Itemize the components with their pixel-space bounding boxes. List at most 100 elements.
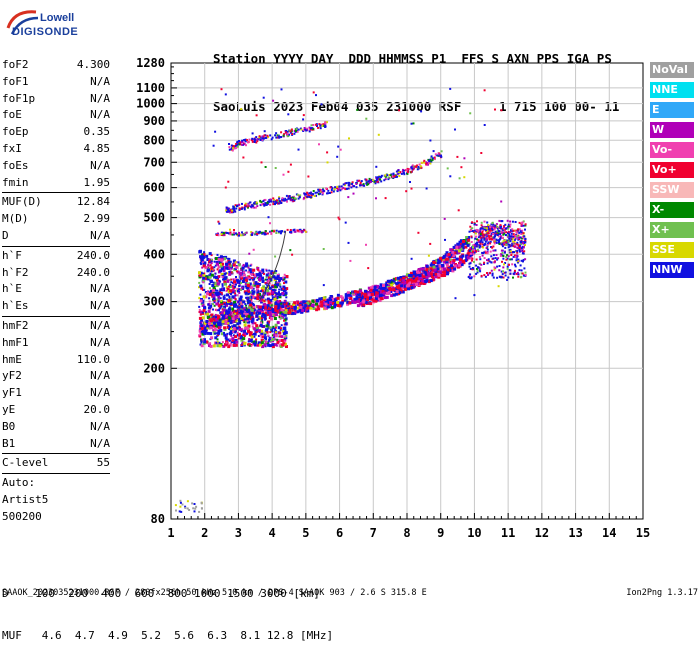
spread-point [220,263,222,266]
trace-point [401,170,404,173]
noise-point [410,122,413,125]
trace-point [399,286,403,290]
spread-point [223,257,227,261]
spread-point [210,259,213,262]
trace-point [232,310,236,313]
cluster-point [471,267,474,269]
spread-point [238,282,241,285]
noise-point [500,200,503,203]
trace-point [375,287,379,291]
noise-point [410,257,413,260]
spread-point [248,338,251,340]
trace-point [398,175,401,177]
spread-point [234,294,237,297]
trace-point [229,211,231,214]
trace-point [521,248,524,250]
trace-point [421,267,425,271]
trace-point [378,175,381,178]
spread-point [207,310,211,314]
param-row: yE 20.0 [2,402,110,419]
param-name: 500200 [2,509,42,523]
trace-point [385,292,389,295]
param-row: yF2 N/A [2,368,110,385]
noise-point [454,297,457,300]
trace-point [280,202,283,204]
trace-point [414,279,418,283]
spread-point [203,288,206,291]
spread-point [247,276,251,279]
noise-point [365,117,368,120]
spread-point [264,345,267,348]
trace-point [486,230,489,233]
trace-point [425,276,429,280]
trace-point [346,187,348,190]
spread-point [234,285,237,288]
cluster-point [481,233,484,236]
spread-point [244,309,247,311]
cluster-point [490,226,493,229]
cluster-point [483,243,486,246]
trace-point [232,207,235,210]
cluster-point [521,222,523,225]
spread-point [249,264,252,267]
trace-point [389,174,392,177]
trace-point [289,229,292,231]
spread-point [213,301,216,304]
legend-item: X- [650,202,694,218]
trace-point [415,282,418,286]
cluster-point [512,251,514,254]
spread-point [204,275,207,278]
cluster-point [497,230,500,232]
trace-point [290,311,294,315]
spread-point [268,326,272,330]
trace-point [251,139,253,142]
param-row: hmF1 N/A [2,335,110,352]
spread-point [252,279,255,282]
low-point [200,501,203,504]
trace-point [386,288,390,292]
trace-point [254,138,257,141]
trace-point [438,154,441,157]
noise-point [245,296,248,299]
cluster-point [475,272,478,275]
trace-point [379,290,383,294]
param-row: foE N/A [2,107,110,124]
trace-point [474,249,477,253]
spread-point [208,332,211,335]
trace-point [260,231,263,234]
spread-point [243,277,246,280]
spread-point [238,284,241,287]
noise-point [237,279,240,282]
spread-point [266,304,270,308]
trace-point [472,251,475,255]
trace-point [234,204,237,207]
param-row: B1 N/A [2,436,110,453]
trace-point [433,156,436,159]
trace-point [369,180,372,183]
cluster-point [516,260,519,263]
cluster-point [469,225,472,228]
trace-point [235,143,238,145]
param-row: M(D) 2.99 [2,211,110,228]
cluster-point [493,261,496,264]
cluster-point [506,267,509,270]
spread-point [260,295,264,299]
cluster-point [524,274,527,277]
spread-point [262,339,265,342]
cluster-point [523,267,526,270]
spread-point [225,266,229,270]
trace-point [414,275,418,279]
spread-point [227,319,231,323]
cluster-point [499,237,502,240]
cluster-point [506,254,509,257]
trace-point [351,182,354,185]
trace-point [340,301,344,305]
spread-point [225,290,228,293]
trace-point [234,144,237,147]
cluster-point [478,230,481,233]
spread-point [233,330,237,334]
cluster-point [479,233,482,236]
spread-point [244,327,248,330]
spread-point [240,338,244,342]
trace-point [393,277,397,281]
